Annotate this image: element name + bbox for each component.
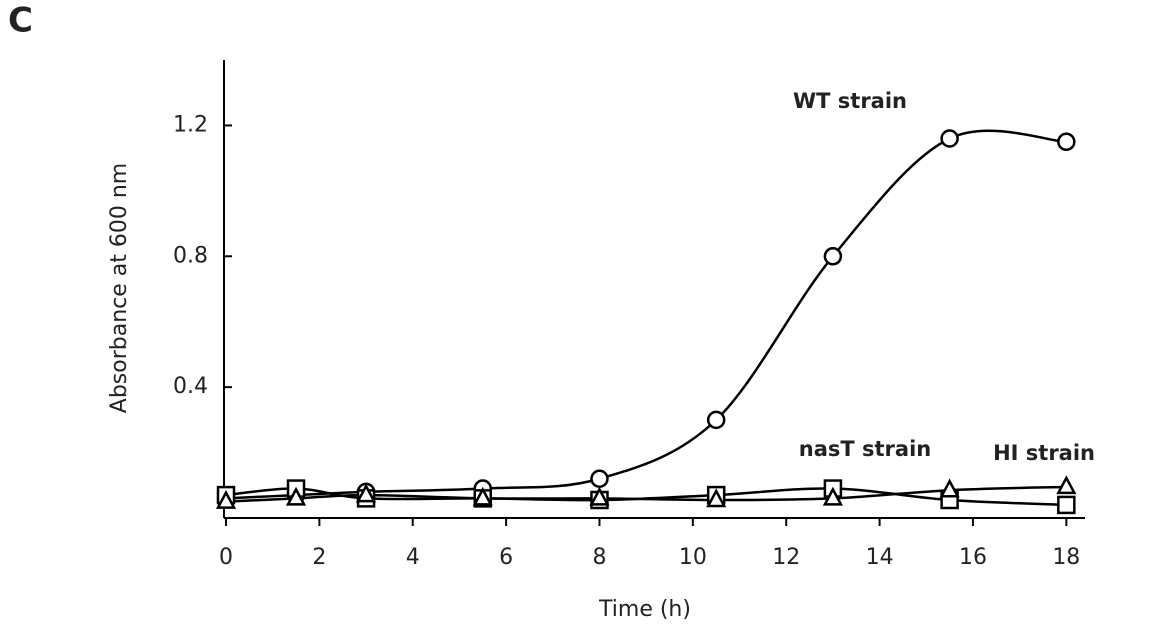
marker — [822, 486, 843, 506]
marker — [706, 488, 727, 508]
series-label: WT strain — [793, 89, 907, 113]
x-tick-label: 8 — [592, 545, 606, 570]
series-line — [225, 487, 1067, 507]
marker — [590, 469, 609, 488]
marker — [823, 247, 843, 266]
marker — [939, 478, 960, 498]
x-tick-label: 0 — [219, 545, 233, 570]
marker — [285, 486, 307, 506]
x-tick-label: 14 — [866, 545, 894, 570]
marker — [940, 129, 959, 148]
x-tick-label: 18 — [1052, 545, 1080, 570]
x-tick-label: 2 — [312, 545, 326, 570]
series-line — [225, 129, 1067, 500]
series-label: nasT strain — [799, 437, 931, 461]
marker — [472, 486, 493, 506]
x-tick-label: 12 — [772, 545, 800, 570]
marker — [589, 486, 610, 506]
marker — [706, 410, 726, 430]
y-tick-label: 0.4 — [173, 374, 208, 399]
series-line — [225, 485, 1067, 503]
marker — [1057, 132, 1076, 152]
y-axis-label: Absorbance at 600 nm — [107, 163, 132, 413]
x-tick-label: 10 — [679, 545, 707, 570]
marker — [1057, 495, 1076, 515]
panel-label: C — [8, 1, 33, 41]
marker — [1056, 475, 1077, 495]
y-tick-label: 1.2 — [173, 112, 208, 137]
x-tick-label: 6 — [499, 545, 513, 570]
x-tick-label: 4 — [406, 545, 420, 570]
marker — [215, 489, 237, 509]
marker — [355, 483, 377, 503]
x-tick-label: 16 — [959, 545, 987, 570]
y-tick-label: 0.8 — [173, 243, 208, 268]
x-axis-label: Time (h) — [598, 597, 691, 622]
series-label: HI strain — [993, 441, 1095, 465]
